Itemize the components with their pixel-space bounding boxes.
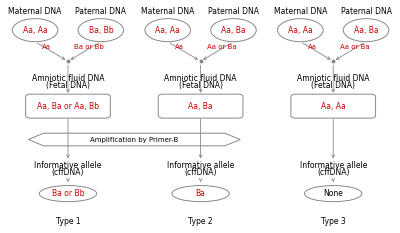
Text: (Fetal DNA): (Fetal DNA)	[178, 81, 222, 90]
Text: Informative allele: Informative allele	[34, 161, 102, 171]
Text: Type 1: Type 1	[56, 217, 80, 226]
Text: Amniotic fluid DNA: Amniotic fluid DNA	[297, 74, 370, 83]
Text: Amniotic fluid DNA: Amniotic fluid DNA	[32, 74, 104, 83]
Text: Aa or Ba: Aa or Ba	[207, 44, 236, 50]
Text: Aa, Aa: Aa, Aa	[321, 102, 346, 111]
Text: Ba: Ba	[196, 189, 206, 198]
Text: Aa, Aa: Aa, Aa	[23, 26, 48, 35]
Text: Aa, Aa: Aa, Aa	[155, 26, 180, 35]
Text: Aa, Ba: Aa, Ba	[221, 26, 246, 35]
Text: (cffDNA): (cffDNA)	[184, 168, 217, 177]
Text: (Fetal DNA): (Fetal DNA)	[311, 81, 355, 90]
Text: Aa: Aa	[42, 44, 51, 50]
Text: Aa or Ba: Aa or Ba	[340, 44, 369, 50]
Text: None: None	[323, 189, 343, 198]
Text: Aa, Ba: Aa, Ba	[354, 26, 378, 35]
Text: Informative allele: Informative allele	[300, 161, 367, 171]
Text: (cffDNA): (cffDNA)	[317, 168, 350, 177]
Text: Paternal DNA: Paternal DNA	[75, 7, 126, 16]
Text: (Fetal DNA): (Fetal DNA)	[46, 81, 90, 90]
Text: Aa: Aa	[308, 44, 316, 50]
Text: Aa, Aa: Aa, Aa	[288, 26, 313, 35]
Text: Type 3: Type 3	[321, 217, 346, 226]
Text: Type 2: Type 2	[188, 217, 213, 226]
Text: Maternal DNA: Maternal DNA	[141, 7, 194, 16]
Text: Paternal DNA: Paternal DNA	[208, 7, 259, 16]
Text: Aa, Ba or Aa, Bb: Aa, Ba or Aa, Bb	[37, 102, 99, 111]
Text: Amniotic fluid DNA: Amniotic fluid DNA	[164, 74, 237, 83]
Text: (cffDNA): (cffDNA)	[52, 168, 84, 177]
Text: Maternal DNA: Maternal DNA	[8, 7, 62, 16]
Text: Maternal DNA: Maternal DNA	[274, 7, 327, 16]
Text: Paternal DNA: Paternal DNA	[340, 7, 392, 16]
Text: Ba or Bb: Ba or Bb	[52, 189, 84, 198]
Text: Aa, Ba: Aa, Ba	[188, 102, 213, 111]
Text: Ba or Bb: Ba or Bb	[74, 44, 104, 50]
Text: Ba, Bb: Ba, Bb	[88, 26, 113, 35]
Text: Aa: Aa	[175, 44, 184, 50]
Text: Informative allele: Informative allele	[167, 161, 234, 171]
Text: Amplification by Primer-B: Amplification by Primer-B	[90, 137, 178, 143]
